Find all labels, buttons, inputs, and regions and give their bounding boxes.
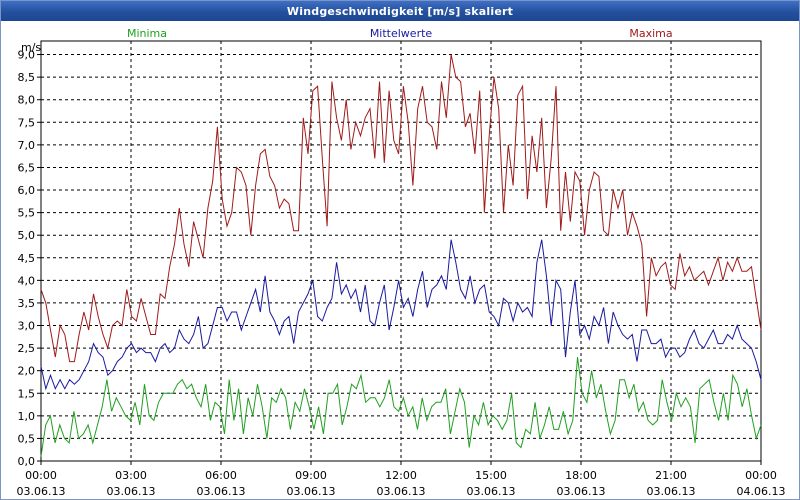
x-tick-date: 03.06.13 xyxy=(287,485,336,498)
x-tick-time: 03:00 xyxy=(115,469,147,482)
series-line-mittelwerte xyxy=(40,239,762,391)
y-tick-label: 2,5 xyxy=(18,342,36,355)
y-tick-label: 1,5 xyxy=(18,387,36,400)
series-lines xyxy=(40,54,762,457)
x-tick-date: 03.06.13 xyxy=(647,485,696,498)
x-tick-date: 03.06.13 xyxy=(197,485,246,498)
y-tick-label: 6,5 xyxy=(18,161,36,174)
legend-mittelwerte: Mittelwerte xyxy=(370,27,433,40)
y-tick-label: 7,0 xyxy=(18,139,36,152)
legend-maxima: Maxima xyxy=(629,27,672,40)
x-tick-time: 00:00 xyxy=(745,469,777,482)
y-axis-unit-label: m/s xyxy=(21,41,41,54)
y-tick-label: 3,5 xyxy=(18,297,36,310)
x-tick-time: 12:00 xyxy=(385,469,417,482)
legend-minima: Minima xyxy=(127,27,167,40)
window-title: Windgeschwindigkeit [m/s] skaliert xyxy=(1,1,799,21)
y-tick-label: 7,5 xyxy=(18,116,36,129)
series-line-minima xyxy=(40,357,762,457)
x-tick-date: 03.06.13 xyxy=(467,485,516,498)
y-tick-label: 1,0 xyxy=(18,410,36,423)
y-tick-label: 4,5 xyxy=(18,252,36,265)
grid-lines xyxy=(41,41,761,461)
y-tick-label: 6,0 xyxy=(18,184,36,197)
y-tick-label: 0,5 xyxy=(18,432,36,445)
x-tick-date: 04.06.13 xyxy=(737,485,786,498)
y-tick-label: 9,0 xyxy=(18,49,36,62)
x-tick-time: 06:00 xyxy=(205,469,237,482)
x-tick-time: 00:00 xyxy=(25,469,57,482)
x-tick-date: 03.06.13 xyxy=(377,485,426,498)
x-tick-date: 03.06.13 xyxy=(107,485,156,498)
y-axis: 0,0 0,5 1,0 1,5 2,0 2,5 3,0 3,5 4,0 4,5 5,0 5,5 6,0 6… xyxy=(18,49,41,468)
y-tick-label: 8,0 xyxy=(18,94,36,107)
y-tick-label: 0,0 xyxy=(18,455,36,468)
x-tick-time: 09:00 xyxy=(295,469,327,482)
x-axis: 00:00 03.06.13 03:00 03.06.13 06:00 03.06.13 0… xyxy=(17,461,786,498)
series-line-maxima xyxy=(40,54,762,363)
y-tick-label: 5,5 xyxy=(18,207,36,220)
y-tick-label: 4,0 xyxy=(18,274,36,287)
y-tick-label: 3,0 xyxy=(18,320,36,333)
x-tick-date: 03.06.13 xyxy=(17,485,66,498)
y-tick-label: 5,0 xyxy=(18,229,36,242)
x-tick-date: 03.06.13 xyxy=(557,485,606,498)
x-tick-time: 18:00 xyxy=(565,469,597,482)
x-tick-time: 15:00 xyxy=(475,469,507,482)
x-tick-time: 21:00 xyxy=(655,469,687,482)
y-tick-label: 8,5 xyxy=(18,71,36,84)
y-tick-label: 2,0 xyxy=(18,365,36,378)
